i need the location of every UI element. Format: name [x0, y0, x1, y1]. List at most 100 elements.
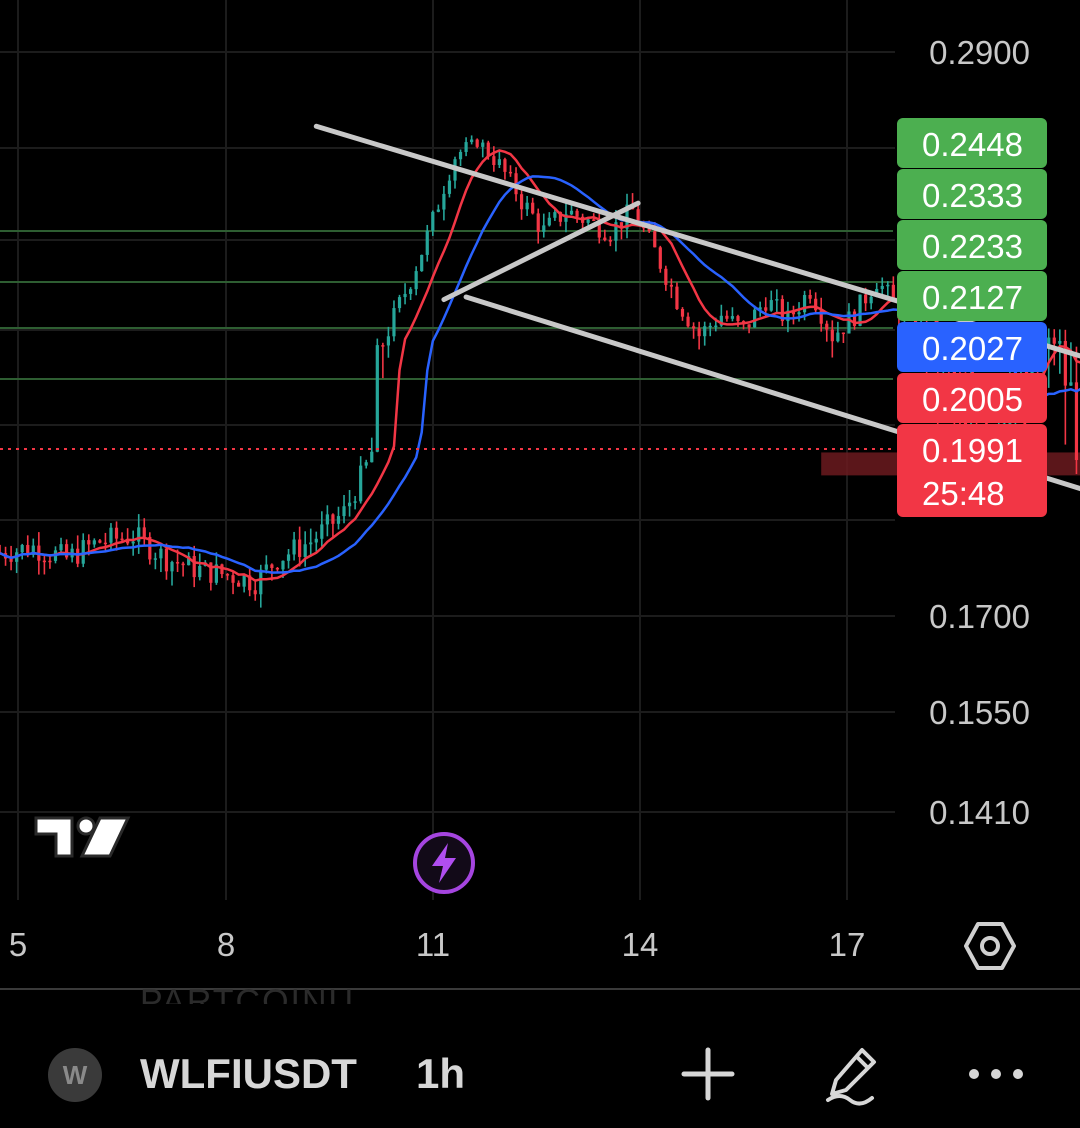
candle-body: [725, 315, 729, 319]
candle-body: [131, 541, 135, 544]
candle-body: [31, 545, 35, 555]
candle-body: [486, 142, 490, 157]
candle-body: [697, 328, 701, 337]
candle-body: [386, 336, 391, 346]
candle-body: [531, 202, 535, 214]
candle-body: [214, 564, 219, 583]
candle-body: [225, 574, 230, 576]
more-icon[interactable]: [964, 1042, 1028, 1106]
candle-body: [542, 225, 546, 232]
symbol-avatar[interactable]: W: [48, 1048, 102, 1102]
plus-icon[interactable]: [676, 1042, 740, 1106]
candle-body: [680, 308, 685, 317]
candle-body: [825, 323, 829, 330]
candle-body: [669, 284, 673, 287]
x-tick-label: 17: [829, 926, 866, 963]
price-tag-bg: [897, 322, 1047, 372]
candle-body: [775, 299, 779, 301]
price-tag-label: 0.2005: [922, 381, 1023, 418]
y-tick-label: 0.1700: [929, 598, 1030, 635]
candle-body: [730, 316, 735, 319]
candle-body: [298, 539, 302, 557]
candle-body: [275, 567, 280, 570]
settings-icon[interactable]: [964, 920, 1016, 972]
candle-body: [98, 540, 102, 543]
candle-body: [375, 345, 379, 452]
candle-body: [458, 151, 463, 160]
candle-body: [608, 240, 612, 242]
price-tag-bg: [897, 373, 1047, 423]
candle-body: [891, 284, 895, 299]
candle-body: [92, 540, 96, 545]
candle-body: [259, 569, 263, 595]
candle-body: [20, 544, 24, 553]
candle-body: [436, 209, 440, 212]
tradingview-logo: [34, 816, 131, 858]
candle-body: [558, 212, 563, 222]
candle-body: [1058, 340, 1062, 344]
time-axis[interactable]: 5 8 11 14 17: [9, 926, 866, 963]
candle-body: [409, 289, 413, 294]
candle-body: [886, 284, 890, 287]
candle-body: [475, 139, 479, 147]
candle-body: [420, 254, 424, 272]
symbol-name[interactable]: WLFIUSDT: [140, 1050, 357, 1097]
candle-body: [153, 558, 157, 560]
price-axis[interactable]: 0.2900 0.1700 0.1550 0.1410: [929, 34, 1030, 831]
price-tags: 0.2448 0.2333 0.2233 0.2127 0.2027 0.2005 0.19…: [897, 118, 1047, 517]
price-tag-label: 0.2027: [922, 330, 1023, 367]
price-tag-bg: [897, 220, 1047, 270]
candle-body: [786, 310, 790, 322]
y-tick-label: 0.1550: [929, 694, 1030, 731]
candle-body: [691, 326, 696, 329]
candle-body: [1047, 337, 1051, 345]
candle-body: [64, 544, 69, 558]
candle-body: [270, 564, 274, 568]
candle-body: [708, 325, 712, 328]
y-tick-label: 0.2900: [929, 34, 1030, 71]
candle-body: [253, 590, 257, 595]
candle-body: [525, 202, 529, 210]
candle-body: [830, 329, 834, 342]
candle-body: [780, 299, 784, 322]
x-tick-label: 5: [9, 926, 27, 963]
candle-body: [148, 536, 152, 560]
candle-body: [686, 316, 690, 327]
candle-body: [841, 332, 846, 335]
candle-body: [48, 560, 52, 563]
candle-body: [470, 139, 474, 143]
candle-body: [281, 560, 285, 570]
candle-body: [198, 565, 202, 578]
interval-selector[interactable]: 1h: [416, 1050, 466, 1097]
candle-body: [425, 230, 429, 255]
price-tag-label: 0.2333: [922, 177, 1023, 214]
price-tag-label: 0.1991: [922, 432, 1023, 469]
candle-body: [336, 516, 341, 524]
candle-body: [880, 285, 884, 289]
candle-body: [236, 582, 241, 587]
candle-body: [442, 193, 446, 210]
candle-body: [736, 316, 740, 322]
candle-body: [142, 527, 146, 537]
candle-body: [264, 564, 268, 570]
candle-body: [1074, 382, 1079, 461]
price-tag: 0.2127: [897, 271, 1047, 321]
x-tick-label: 8: [217, 926, 235, 963]
price-tag-bg: [897, 271, 1047, 321]
x-tick-label: 11: [416, 926, 450, 963]
candle-body: [814, 298, 818, 311]
price-tag: 0.2005: [897, 373, 1047, 423]
candle-body: [714, 325, 718, 328]
candle-body: [331, 514, 335, 524]
candle-body: [76, 548, 80, 564]
candle-body: [248, 575, 252, 591]
candle-body: [209, 562, 213, 583]
candle-body: [664, 268, 668, 285]
pencil-icon[interactable]: [820, 1042, 884, 1106]
flash-icon[interactable]: [412, 831, 476, 895]
candle-body: [370, 451, 374, 463]
candle-body: [481, 142, 485, 147]
candle-body: [864, 294, 868, 304]
candle-body: [508, 171, 513, 174]
